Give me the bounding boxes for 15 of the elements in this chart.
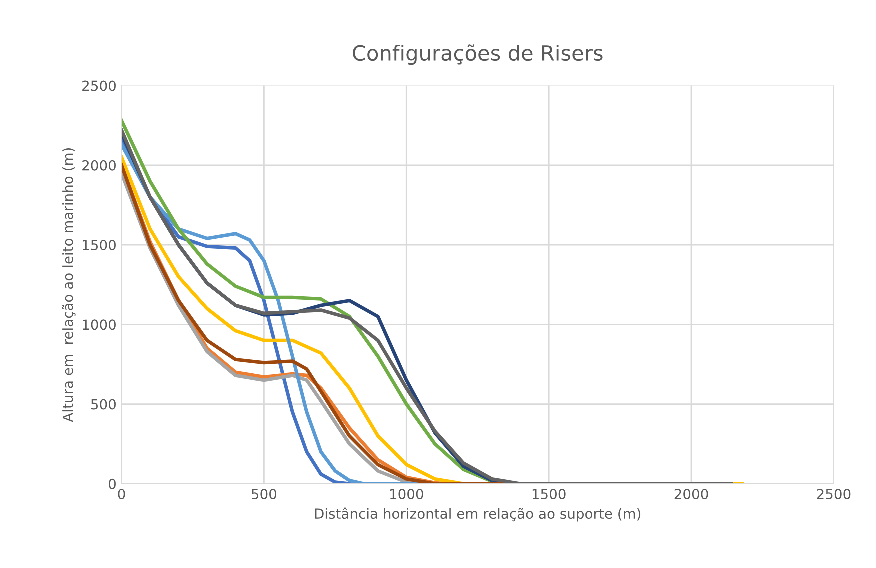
x-tick-label: 500 <box>252 489 277 500</box>
chart-title: Configurações de Risers <box>353 44 603 66</box>
x-tick-label: 1000 <box>390 489 424 500</box>
y-axis-title: Altura em relação ao leito marinho (m) <box>62 148 76 422</box>
x-tick-label: 1500 <box>532 489 566 500</box>
y-tick-label: 1000 <box>83 320 116 330</box>
x-tick-label: 2000 <box>674 489 708 500</box>
y-tick-label: 0 <box>108 478 116 490</box>
y-tick-label: 2000 <box>82 160 116 171</box>
x-axis-title: Distância horizontal em relação ao suporte (m) <box>315 508 641 522</box>
y-tick-label: 500 <box>91 399 116 410</box>
y-tick-label: 1500 <box>83 240 116 251</box>
x-tick-label: 0 <box>118 489 126 500</box>
x-tick-label: 2500 <box>817 489 851 500</box>
y-tick-label: 2500 <box>82 80 116 92</box>
